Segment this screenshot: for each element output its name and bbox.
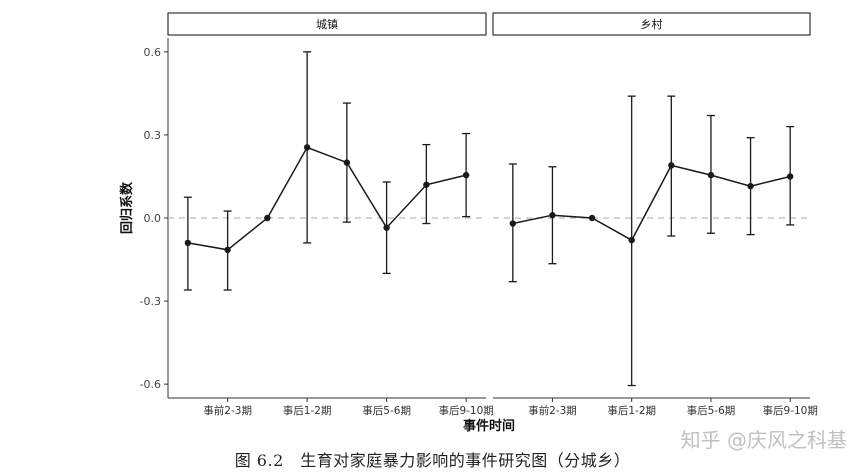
x-tick-label: 事后9-10期	[763, 404, 818, 417]
y-axis-title: 回归系数	[119, 181, 135, 234]
data-point	[747, 182, 754, 190]
facet-strip	[492, 12, 811, 36]
x-tick-label: 事后5-6期	[687, 404, 736, 417]
x-axis-title: 事件时间	[463, 418, 515, 434]
data-point	[668, 162, 675, 169]
y-tick-label: 0.3	[144, 129, 162, 142]
y-tick-label: -0.6	[140, 378, 161, 391]
y-tick-label: 0.6	[144, 46, 162, 59]
facet-label: 乡村	[641, 17, 663, 31]
series-line	[187, 146, 467, 251]
x-tick-label: 事后5-6期	[362, 404, 411, 417]
data-point	[423, 181, 430, 188]
x-tick-label: 事后1-2期	[283, 404, 332, 417]
data-point	[707, 171, 715, 179]
facet-label: 城镇	[316, 17, 338, 31]
facet-strip	[167, 12, 487, 36]
data-point	[628, 236, 635, 244]
x-tick-label: 事后9-10期	[438, 404, 493, 417]
data-point	[509, 220, 517, 227]
y-tick-label: 0.0	[144, 212, 162, 225]
data-point	[383, 224, 390, 231]
data-point	[549, 212, 556, 219]
data-point	[184, 239, 192, 247]
data-point	[303, 144, 311, 151]
data-point	[462, 171, 470, 179]
data-point	[264, 214, 271, 222]
x-tick-label: 事前2-3期	[203, 404, 252, 417]
y-tick-label: -0.3	[140, 295, 161, 308]
watermark: 知乎 @庆风之科基	[680, 428, 847, 452]
data-point	[588, 214, 596, 222]
data-point	[786, 173, 794, 180]
series-line	[512, 164, 791, 242]
data-point	[343, 159, 351, 166]
x-tick-label: 事后1-2期	[607, 404, 656, 417]
figure-caption: 图 6.2 生育对家庭暴力影响的事件研究图（分城乡）	[234, 451, 631, 470]
x-tick-label: 事前2-3期	[528, 404, 577, 417]
data-point	[224, 246, 231, 254]
